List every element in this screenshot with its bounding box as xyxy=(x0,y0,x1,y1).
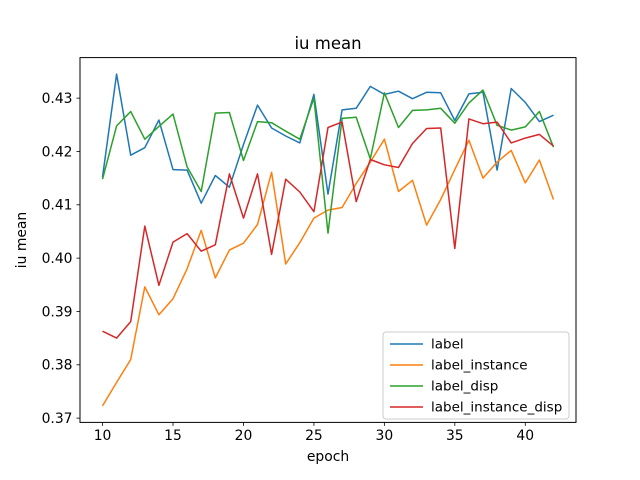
x-tick-label: 25 xyxy=(305,428,323,444)
x-tick-label: 30 xyxy=(376,428,394,444)
legend-label-label_disp: label_disp xyxy=(431,379,498,395)
series-line-label xyxy=(101,73,554,204)
x-axis-label: epoch xyxy=(307,449,349,465)
y-tick-label: 0.37 xyxy=(42,411,73,427)
x-tick-label: 20 xyxy=(235,428,253,444)
legend: label label_instance label_disp label_insta… xyxy=(382,331,570,420)
y-tick-label: 0.39 xyxy=(42,304,73,320)
y-tick-label: 0.43 xyxy=(42,91,73,107)
series-line-label_instance_disp xyxy=(102,118,554,339)
x-tick-label: 40 xyxy=(516,428,534,444)
legend-box xyxy=(382,331,570,420)
y-tick-label: 0.41 xyxy=(42,198,73,214)
series-line-label_instance xyxy=(101,138,555,407)
x-tick-label: 10 xyxy=(94,428,112,444)
legend-label-label_instance: label_instance xyxy=(431,358,528,374)
y-tick-label: 0.42 xyxy=(42,144,73,160)
axes-spines xyxy=(79,57,577,423)
y-tick-label: 0.38 xyxy=(42,358,73,374)
x-tick-label: 35 xyxy=(446,428,464,444)
y-tick-label: 0.40 xyxy=(42,251,73,267)
plot-series-layer xyxy=(101,73,555,407)
axis-tick-layer: 10 15 20 25 30 35 40 0.37 0.38 0.39 0.40 0.41 0.42 0.… xyxy=(42,91,535,444)
legend-label-label_instance_disp: label_instance_disp xyxy=(431,400,562,416)
legend-label-label: label xyxy=(431,337,464,353)
y-axis-label: iu mean xyxy=(14,212,30,268)
x-tick-label: 15 xyxy=(164,428,182,444)
chart-title: iu mean xyxy=(294,34,361,53)
series-line-label_disp xyxy=(101,89,555,234)
